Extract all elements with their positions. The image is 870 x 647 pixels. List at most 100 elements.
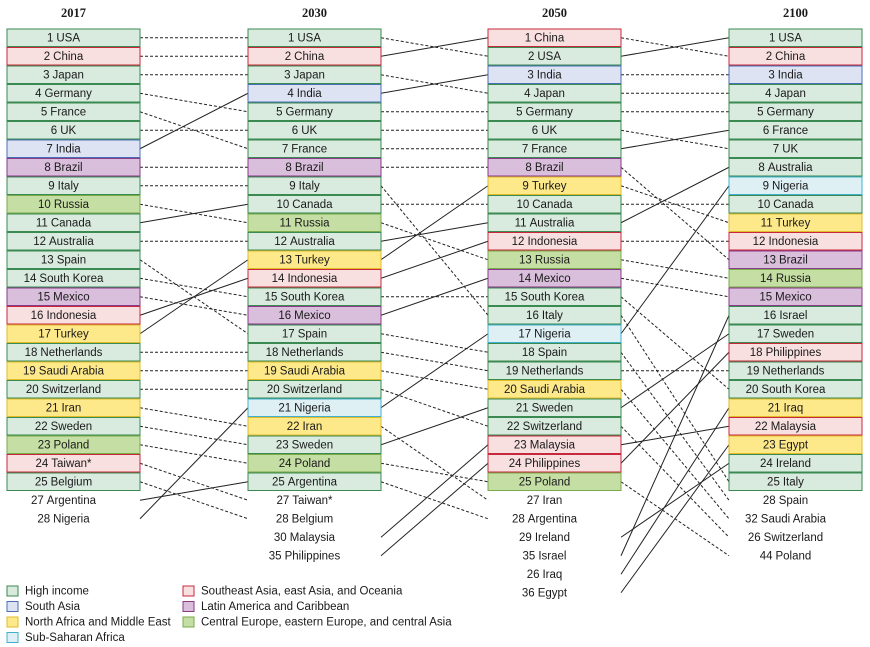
rank: 6 <box>51 125 57 137</box>
rank: 19 <box>264 365 277 377</box>
country-label: 20 South Korea <box>746 384 826 396</box>
country-label: 13 Russia <box>519 254 571 266</box>
country-name: Poland <box>534 476 570 488</box>
country-box <box>6 417 141 436</box>
country-name: China <box>294 51 325 63</box>
rank-connector <box>620 351 730 464</box>
rank: 16 <box>764 310 777 322</box>
country-label: 29 Ireland <box>519 532 570 544</box>
rank: 6 <box>763 125 769 137</box>
rank: 29 <box>519 532 532 544</box>
country-label: 17 Nigeria <box>518 328 571 340</box>
country-label: 2 China <box>766 51 806 63</box>
country-label: 11 Canada <box>36 217 92 229</box>
rank: 35 <box>269 550 282 562</box>
country-name: USA <box>778 32 802 44</box>
legend-swatch <box>6 632 19 643</box>
country-name: Nigeria <box>53 513 90 525</box>
country-box <box>487 269 622 288</box>
country-box <box>487 343 622 362</box>
country-box <box>487 398 622 417</box>
country-name: Egypt <box>779 439 809 451</box>
country-label: 9 Turkey <box>522 180 566 192</box>
country-name: South Korea <box>280 291 345 303</box>
country-label: 10 Canada <box>516 199 573 211</box>
country-label: 6 UK <box>292 125 318 137</box>
country-name: Philippines <box>766 347 822 359</box>
rank-connector <box>380 351 489 372</box>
rank-connector <box>139 277 249 298</box>
rank-connector <box>380 481 489 520</box>
rank: 10 <box>38 199 51 211</box>
country-label: 23 Egypt <box>763 439 809 451</box>
country-label: 20 Switzerland <box>267 384 342 396</box>
country-name: Brazil <box>295 162 324 174</box>
rank: 21 <box>516 402 529 414</box>
country-label: 22 Malaysia <box>755 421 817 433</box>
rank-connector <box>380 185 489 261</box>
country-name: Switzerland <box>283 384 342 396</box>
rank-connector <box>139 481 249 501</box>
country-label: 12 Indonesia <box>753 236 819 248</box>
country-name: France <box>772 125 808 137</box>
country-name: Brazil <box>54 162 83 174</box>
rank: 12 <box>33 236 46 248</box>
rank: 8 <box>525 162 531 174</box>
country-box <box>6 65 141 84</box>
country-name: Belgium <box>292 513 334 525</box>
country-box <box>728 250 863 269</box>
rank-connector <box>380 74 489 94</box>
rank: 1 <box>525 32 531 44</box>
country-name: UK <box>301 125 317 137</box>
rank: 5 <box>757 106 763 118</box>
country-box <box>728 343 863 362</box>
year-header: 2050 <box>542 6 567 20</box>
country-box <box>728 65 863 84</box>
country-label: 36 Egypt <box>522 587 568 599</box>
country-name: Canada <box>292 199 333 211</box>
country-name: Spain <box>779 495 808 507</box>
country-label: 21 Sweden <box>516 402 573 414</box>
rank: 25 <box>767 476 780 488</box>
country-label: 11 Turkey <box>761 217 811 229</box>
country-name: Indonesia <box>768 236 818 248</box>
country-box <box>247 121 382 140</box>
country-box <box>247 269 382 288</box>
rank-connector <box>139 407 249 427</box>
country-label: 7 France <box>282 143 327 155</box>
country-name: Russia <box>54 199 90 211</box>
country-name: Indonesia <box>527 236 577 248</box>
rank-connector <box>139 425 249 446</box>
connector-layer <box>139 37 730 594</box>
rank: 18 <box>750 347 763 359</box>
country-name: Brazil <box>535 162 564 174</box>
rank: 4 <box>765 88 772 100</box>
rank: 27 <box>276 495 289 507</box>
country-box <box>247 84 382 103</box>
country-name: Iraq <box>542 569 562 581</box>
country-box <box>247 380 382 399</box>
legend-swatch <box>182 601 195 612</box>
country-box <box>247 472 382 491</box>
rank: 25 <box>272 476 285 488</box>
rank: 21 <box>46 402 59 414</box>
rank: 12 <box>512 236 525 248</box>
country-box <box>247 435 382 454</box>
country-name: Iran <box>542 495 562 507</box>
country-box <box>247 213 382 232</box>
country-name: Philippines <box>525 458 581 470</box>
legend-swatch <box>182 616 195 628</box>
rank-connector <box>380 388 489 427</box>
country-name: Australia <box>290 236 335 248</box>
country-label: 14 Russia <box>760 273 812 285</box>
rank-connector <box>380 222 489 242</box>
rank-connector <box>139 111 249 150</box>
country-box <box>487 65 622 84</box>
country-label: 20 Saudi Arabia <box>504 384 586 396</box>
rank-connector <box>380 444 489 538</box>
rank: 15 <box>759 291 772 303</box>
rank-connector <box>620 185 730 224</box>
country-box <box>728 213 863 232</box>
country-label: 25 Belgium <box>35 476 92 488</box>
country-name: India <box>297 88 323 100</box>
